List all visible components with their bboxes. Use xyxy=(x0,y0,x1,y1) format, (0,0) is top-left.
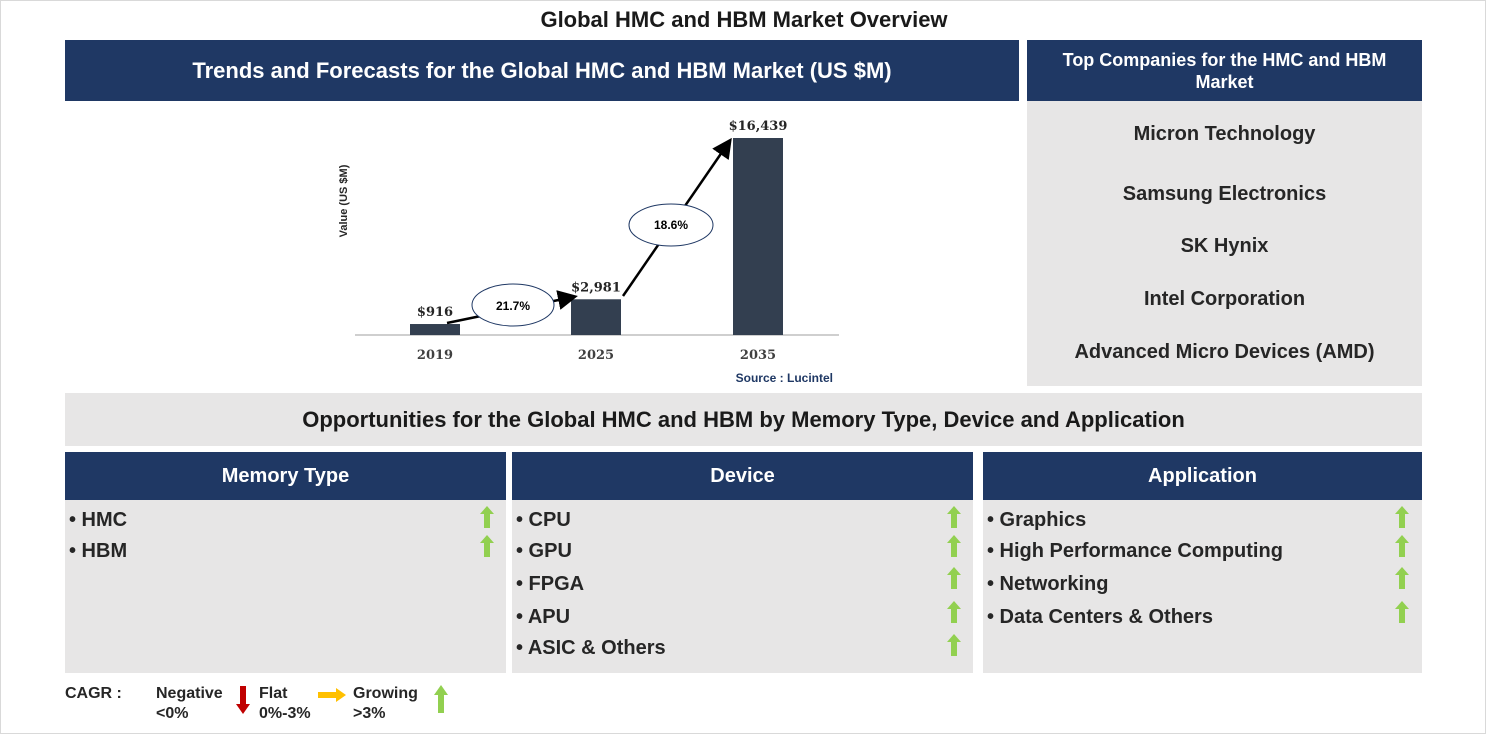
device-header: Device xyxy=(512,452,973,500)
value-label-2035: $16,439 xyxy=(729,119,788,134)
legend-negative: Negative <0% xyxy=(156,684,223,724)
legend-growing: Growing >3% xyxy=(353,684,418,724)
growing-arrow-icon xyxy=(947,506,961,528)
trends-header: Trends and Forecasts for the Global HMC … xyxy=(65,40,1019,101)
legend-flat: Flat 0%-3% xyxy=(259,684,311,724)
list-item: • Networking xyxy=(987,573,1109,595)
list-item: • FPGA xyxy=(516,573,585,595)
growing-arrow-icon xyxy=(1395,535,1409,557)
chart-source: Source : Lucintel xyxy=(736,371,833,385)
list-item: • HBM xyxy=(69,540,128,562)
companies-header: Top Companies for the HMC and HBM Market xyxy=(1027,40,1422,101)
application-panel: • Graphics • High Performance Computing … xyxy=(983,500,1422,673)
legend-cagr-label: CAGR : xyxy=(65,685,122,702)
company-samsung: Samsung Electronics xyxy=(1122,183,1327,205)
list-item: • High Performance Computing xyxy=(987,540,1283,562)
x-tick-label-2035: 2035 xyxy=(740,348,776,363)
companies-panel: Micron Technology Samsung Electronics SK… xyxy=(1027,101,1422,386)
growing-arrow-icon xyxy=(480,506,494,528)
company-intel: Intel Corporation xyxy=(1143,288,1306,310)
growing-arrow-icon xyxy=(1395,567,1409,589)
memory-type-header: Memory Type xyxy=(65,452,506,500)
list-item: • Graphics xyxy=(987,509,1087,531)
list-item: • GPU xyxy=(516,540,572,562)
bar-2025 xyxy=(571,299,621,335)
legend-flat-range: 0%-3% xyxy=(259,705,311,722)
growing-arrow-icon xyxy=(480,535,494,557)
application-header: Application xyxy=(983,452,1422,500)
list-item: • Data Centers & Others xyxy=(987,606,1213,628)
growing-arrow-icon xyxy=(1395,601,1409,623)
list-item: • CPU xyxy=(516,509,571,531)
value-label-2025: $2,981 xyxy=(571,280,621,295)
flat-arrow-icon xyxy=(318,688,346,702)
growing-arrow-icon xyxy=(947,567,961,589)
company-amd: Advanced Micro Devices (AMD) xyxy=(1074,341,1375,363)
list-item: • ASIC & Others xyxy=(516,637,666,659)
page-title: Global HMC and HBM Market Overview xyxy=(540,7,948,32)
y-axis-label: Value (US $M) xyxy=(338,164,350,237)
legend-negative-range: <0% xyxy=(156,705,189,722)
growing-arrow-icon xyxy=(947,535,961,557)
legend-flat-label: Flat xyxy=(259,685,288,702)
company-sk-hynix: SK Hynix xyxy=(1180,235,1269,257)
growing-arrow-icon xyxy=(947,601,961,623)
list-item: • APU xyxy=(516,606,571,628)
device-panel: • CPU • GPU • FPGA • APU • ASIC & Others xyxy=(512,500,973,673)
list-item: • HMC xyxy=(69,509,128,531)
trend-chart-svg: Value (US $M) $916 2019 $2,981 2025 $16,439 2… xyxy=(338,119,839,385)
legend-growing-range: >3% xyxy=(353,705,386,722)
legend-growing-label: Growing xyxy=(353,685,418,702)
bar-2019 xyxy=(410,324,460,335)
cagr-bubble-2 xyxy=(628,203,714,247)
cagr-label-1: 21.7% xyxy=(496,299,530,313)
cagr-label-2: 18.6% xyxy=(654,218,688,232)
company-micron: Micron Technology xyxy=(1133,123,1316,145)
memory-type-panel: • HMC • HBM xyxy=(65,500,506,673)
cagr-bubble-1 xyxy=(471,283,555,327)
legend-negative-label: Negative xyxy=(156,685,223,702)
growing-arrow-icon xyxy=(434,685,448,713)
bar-2035 xyxy=(733,138,783,335)
x-tick-label-2025: 2025 xyxy=(578,348,614,363)
growing-arrow-icon xyxy=(1395,506,1409,528)
trend-chart: Value (US $M) $916 2019 $2,981 2025 $16,439 2… xyxy=(65,101,1019,388)
x-tick-label-2019: 2019 xyxy=(417,348,453,363)
growing-arrow-icon xyxy=(947,634,961,656)
opportunities-header: Opportunities for the Global HMC and HBM… xyxy=(65,393,1422,446)
negative-arrow-icon xyxy=(236,686,250,714)
value-label-2019: $916 xyxy=(417,305,453,320)
